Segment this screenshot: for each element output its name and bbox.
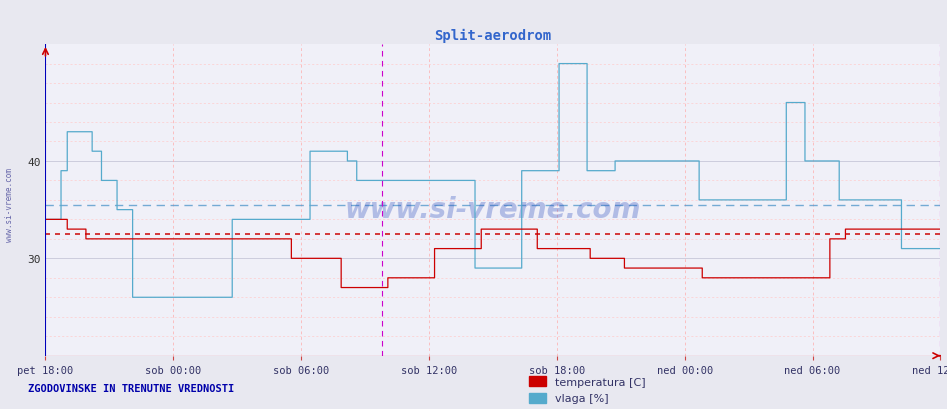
Legend: temperatura [C], vlaga [%]: temperatura [C], vlaga [%] xyxy=(529,376,645,403)
Title: Split-aerodrom: Split-aerodrom xyxy=(435,28,551,43)
Text: www.si-vreme.com: www.si-vreme.com xyxy=(5,168,14,241)
Text: ZGODOVINSKE IN TRENUTNE VREDNOSTI: ZGODOVINSKE IN TRENUTNE VREDNOSTI xyxy=(28,382,235,393)
Text: www.si-vreme.com: www.si-vreme.com xyxy=(345,196,641,224)
